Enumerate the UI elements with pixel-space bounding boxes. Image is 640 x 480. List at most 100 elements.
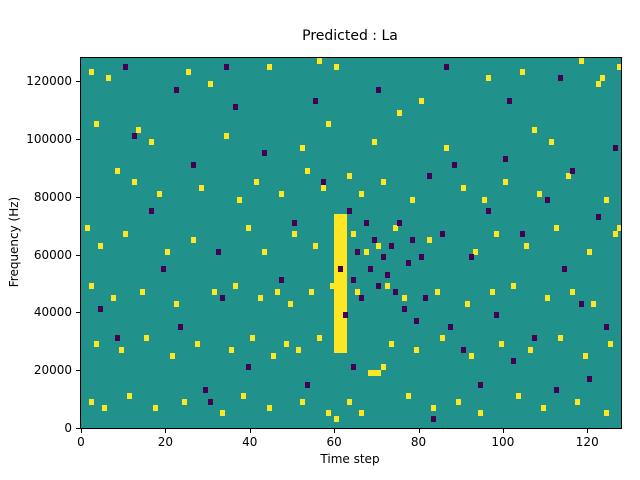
heatmap-cell-low	[376, 283, 382, 290]
heatmap-cell-low	[511, 358, 517, 365]
heatmap-cell-high	[245, 225, 251, 232]
heatmap-cell-high	[317, 335, 323, 342]
chart-title: Predicted : La	[302, 28, 398, 44]
heatmap-cell-low	[545, 196, 551, 203]
heatmap-cell-high	[199, 184, 205, 191]
heatmap-cell-high	[135, 127, 141, 134]
heatmap-cell-low	[494, 312, 500, 319]
heatmap-cell-low	[570, 167, 576, 174]
heatmap-cell-low	[578, 300, 584, 307]
heatmap-cell-low	[224, 63, 230, 70]
heatmap-cell-low	[338, 265, 344, 272]
heatmap-cell-high	[232, 283, 238, 290]
heatmap-cell-low	[519, 231, 525, 238]
heatmap-cell-low	[502, 156, 508, 163]
heatmap-cell-high	[367, 369, 373, 376]
heatmap-cell-high	[329, 283, 335, 290]
heatmap-cell-high	[241, 393, 247, 400]
x-tick-label: 80	[410, 435, 427, 449]
heatmap-cell-low	[397, 219, 403, 226]
heatmap-cell-high	[346, 398, 352, 405]
x-tick-mark	[418, 429, 420, 433]
heatmap-cell-low	[359, 294, 365, 301]
heatmap-cell-high	[355, 289, 361, 296]
x-axis-label: Time step	[320, 452, 380, 466]
heatmap-cell-low	[460, 346, 466, 353]
heatmap-cell-high	[397, 109, 403, 116]
heatmap-cell-high	[300, 144, 306, 151]
heatmap-cell-high	[540, 404, 546, 411]
heatmap-cell-high	[325, 121, 331, 128]
heatmap-cell-high	[110, 294, 116, 301]
heatmap-cell-high	[321, 184, 327, 191]
heatmap-cell-high	[616, 225, 621, 232]
heatmap-cell-low	[207, 398, 213, 405]
heatmap-cell-high	[443, 144, 449, 151]
heatmap-cell-high	[372, 369, 378, 376]
heatmap-cell-high	[359, 410, 365, 417]
heatmap-cell-high	[224, 132, 230, 139]
heatmap-cell-high	[237, 196, 243, 203]
x-tick-mark	[334, 429, 336, 433]
heatmap-cell-high	[300, 398, 306, 405]
heatmap-cell-high	[498, 341, 504, 348]
heatmap-cell-low	[393, 289, 399, 296]
heatmap-cell-high	[89, 398, 95, 405]
heatmap-cell-high	[266, 404, 272, 411]
heatmap-cell-low	[372, 237, 378, 243]
heatmap-hot-band	[334, 214, 347, 353]
heatmap-cell-high	[270, 352, 276, 359]
heatmap-cell-low	[561, 265, 567, 272]
heatmap-cell-low	[351, 277, 356, 284]
heatmap-cell-high	[363, 248, 369, 255]
heatmap-cell-high	[545, 294, 551, 301]
heatmap-cell-low	[304, 381, 310, 388]
heatmap-cell-high	[384, 283, 390, 290]
heatmap-cell-high	[566, 173, 572, 180]
heatmap-cell-low	[401, 306, 407, 313]
heatmap-cell-high	[165, 248, 171, 255]
heatmap-cell-high	[549, 138, 555, 145]
heatmap-cell-high	[131, 179, 137, 186]
heatmap-cell-low	[279, 277, 285, 284]
heatmap-cell-high	[376, 369, 382, 376]
heatmap-cell-high	[528, 346, 534, 353]
x-tick-label: 0	[77, 435, 85, 449]
heatmap-cell-high	[220, 410, 226, 417]
heatmap-cell-high	[426, 237, 432, 243]
y-tick-mark	[76, 81, 80, 83]
heatmap-cell-high	[388, 341, 394, 348]
plot-area	[80, 57, 622, 429]
heatmap-cell-high	[477, 410, 483, 417]
heatmap-cell-low	[431, 416, 437, 423]
heatmap-cell-high	[308, 289, 314, 296]
heatmap-cell-high	[435, 289, 441, 296]
heatmap-cell-high	[553, 225, 559, 232]
heatmap-cell-low	[595, 213, 601, 220]
heatmap-cell-high	[583, 352, 589, 359]
y-tick-label: 60000	[33, 247, 72, 262]
heatmap-cell-low	[380, 254, 386, 261]
heatmap-cell-low	[587, 375, 593, 382]
heatmap-cell-high	[519, 69, 525, 76]
y-tick-mark	[76, 254, 80, 256]
heatmap-cell-low	[612, 144, 618, 151]
heatmap-cell-high	[194, 341, 200, 348]
x-tick-label: 40	[242, 435, 258, 449]
heatmap-cell-high	[173, 300, 179, 307]
heatmap-cell-high	[473, 248, 479, 255]
heatmap-cell-low	[148, 208, 154, 215]
heatmap-cell-high	[313, 242, 319, 249]
heatmap-cell-low	[321, 179, 327, 186]
heatmap-cell-high	[439, 335, 445, 342]
heatmap-cell-high	[291, 231, 297, 238]
heatmap-cell-high	[156, 190, 162, 197]
heatmap-cell-high	[591, 300, 597, 307]
heatmap-cell-low	[388, 242, 394, 249]
heatmap-cell-high	[106, 75, 112, 82]
heatmap-cell-high	[93, 341, 99, 348]
heatmap-cell-low	[414, 317, 420, 324]
y-axis-label: Frequency (Hz)	[7, 196, 21, 288]
heatmap-cell-high	[123, 231, 129, 238]
heatmap-cell-high	[372, 138, 378, 145]
